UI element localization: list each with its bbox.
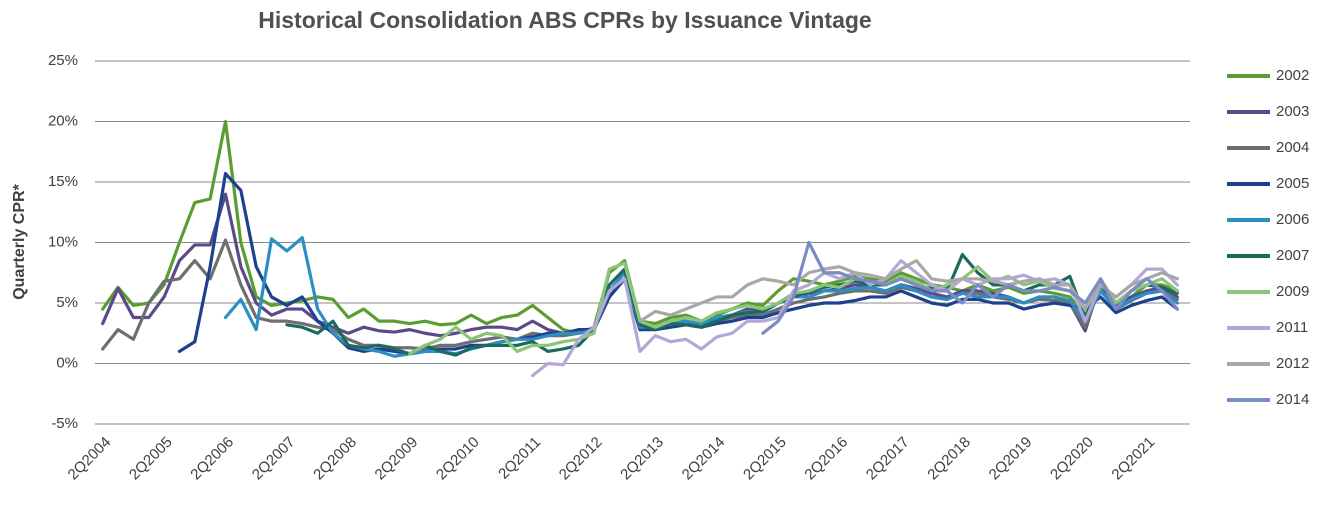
legend-label: 2003 <box>1276 103 1309 120</box>
x-tick-label: 2Q2012 <box>556 434 606 484</box>
series-line <box>223 236 1179 358</box>
x-tick-label: 2Q2017 <box>863 434 913 484</box>
legend: 2002 2003 2004 2005 2006 2007 2009 2011 2012 2014 <box>1227 67 1309 408</box>
legend-label: 2005 <box>1276 175 1309 192</box>
x-tick-label: 2Q2015 <box>740 434 790 484</box>
series-line <box>285 253 1179 357</box>
x-tick-label: 2Q2005 <box>126 434 176 484</box>
legend-label: 2007 <box>1276 247 1309 264</box>
y-tick-label: 20% <box>48 112 78 129</box>
legend-label: 2006 <box>1276 211 1309 228</box>
y-tick-label: 5% <box>56 294 78 311</box>
x-tick-label: 2Q2019 <box>986 434 1036 484</box>
y-axis-label: Quarterly CPR* <box>11 183 28 299</box>
x-tick-label: 2Q2020 <box>1047 434 1097 484</box>
legend-label: 2012 <box>1276 355 1309 372</box>
x-tick-label: 2Q2013 <box>617 434 667 484</box>
x-tick-label: 2Q2016 <box>801 434 851 484</box>
x-tick-label: 2Q2014 <box>679 434 729 484</box>
legend-label: 2002 <box>1276 67 1309 84</box>
y-tick-label: 25% <box>48 52 78 69</box>
x-tick-label: 2Q2004 <box>65 434 115 484</box>
x-tick-label: 2Q2021 <box>1108 434 1158 484</box>
series-line <box>638 259 1179 323</box>
x-tick-label: 2Q2009 <box>372 434 422 484</box>
legend-label: 2004 <box>1276 139 1309 156</box>
legend-label: 2011 <box>1276 319 1308 336</box>
grid: -5%0%5%10%15%20%25%2Q2004 2Q2005 2Q2006 2Q2… <box>48 52 1190 483</box>
legend-label: 2009 <box>1276 283 1309 300</box>
x-tick-label: 2Q2007 <box>249 434 299 484</box>
series-line <box>761 240 1179 335</box>
x-tick-label: 2Q2006 <box>187 434 237 484</box>
series-line <box>101 192 1179 338</box>
y-tick-label: -5% <box>51 415 78 432</box>
x-tick-label: 2Q2008 <box>310 434 360 484</box>
plot-lines <box>101 119 1179 378</box>
legend-label: 2014 <box>1276 391 1309 408</box>
series-line <box>101 238 1179 351</box>
chart-title: Historical Consolidation ABS CPRs by Iss… <box>258 7 871 33</box>
x-tick-label: 2Q2010 <box>433 434 483 484</box>
y-tick-label: 10% <box>48 233 78 250</box>
x-tick-label: 2Q2011 <box>495 434 544 483</box>
x-tick-label: 2Q2018 <box>924 434 974 484</box>
y-tick-label: 15% <box>48 173 78 190</box>
y-tick-label: 0% <box>56 354 78 371</box>
